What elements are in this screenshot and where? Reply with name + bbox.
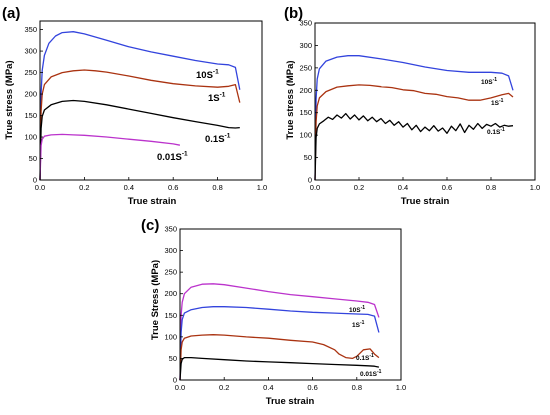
panel-letter: (a) — [2, 5, 20, 22]
plot-frame — [179, 228, 402, 381]
series-label-0_1s: 0.1S-1 — [356, 353, 374, 362]
series-line-0_1s — [314, 112, 514, 181]
panel-letter: (b) — [284, 5, 303, 22]
series-label-10s: 10S-1 — [196, 69, 219, 81]
x-axis-title: True strain — [128, 196, 177, 207]
y-tick-label: 100 — [299, 131, 312, 140]
series-line-10s — [39, 31, 241, 181]
series-line-1s — [179, 306, 380, 381]
y-axis-title: True stress (MPa) — [285, 60, 296, 139]
y-tick-label: 150 — [164, 311, 177, 320]
y-tick-label: 200 — [299, 86, 312, 95]
y-tick-label: 50 — [169, 354, 177, 363]
y-tick-label: 100 — [24, 133, 37, 142]
x-axis-title: True strain — [266, 396, 315, 407]
series-line-1s — [39, 69, 241, 181]
series-label-1s: 1S-1 — [352, 320, 365, 329]
y-tick-label: 0 — [33, 176, 37, 185]
y-tick-label: 150 — [299, 108, 312, 117]
x-tick-label: 0.2 — [79, 183, 89, 192]
x-tick-label: 0.4 — [263, 383, 273, 392]
series-label-0_1s: 0.1S-1 — [487, 127, 505, 136]
y-tick-label: 100 — [164, 332, 177, 341]
x-tick-label: 0.4 — [398, 183, 408, 192]
y-tick-label: 50 — [304, 153, 312, 162]
x-tick-label: 0.0 — [35, 183, 45, 192]
panel-letter: (c) — [141, 217, 159, 234]
y-tick-label: 350 — [24, 25, 37, 34]
series-label-0_01s: 0.01S-1 — [157, 151, 188, 163]
y-tick-label: 0 — [173, 376, 177, 385]
series-line-0_1s — [39, 99, 240, 181]
series-line-0_01s — [39, 133, 181, 181]
x-axis-title: True strain — [401, 196, 450, 207]
series-line-10s — [314, 55, 514, 181]
series-line-0_1s — [179, 334, 380, 381]
x-tick-label: 0.2 — [219, 383, 229, 392]
y-tick-label: 150 — [24, 111, 37, 120]
x-tick-label: 0.4 — [124, 183, 134, 192]
series-label-0_01s: 0.01S-1 — [360, 369, 382, 378]
x-tick-label: 1.0 — [396, 383, 406, 392]
x-tick-label: 0.8 — [352, 383, 362, 392]
y-axis-title: True Stress (MPa) — [150, 260, 161, 340]
plot-frame — [39, 20, 263, 181]
y-tick-label: 200 — [164, 289, 177, 298]
series-label-0_1s: 0.1S-1 — [205, 133, 231, 145]
y-tick-label: 300 — [164, 246, 177, 255]
series-line-1s — [314, 84, 514, 181]
x-tick-label: 0.6 — [442, 183, 452, 192]
plot-frame — [314, 22, 536, 181]
x-tick-label: 0.6 — [168, 183, 178, 192]
x-tick-label: 0.2 — [354, 183, 364, 192]
y-tick-label: 0 — [308, 176, 312, 185]
series-label-10s: 10S-1 — [349, 305, 365, 314]
x-tick-label: 1.0 — [257, 183, 267, 192]
series-line-0_01s — [179, 356, 380, 381]
panel-b: (b) 0 50 100 150 200 250 300 350 0.0 0.2 0.4 0.6 0.8 1… — [284, 5, 540, 207]
x-tick-label: 0.8 — [486, 183, 496, 192]
y-tick-label: 300 — [24, 47, 37, 56]
y-tick-label: 200 — [24, 90, 37, 99]
y-tick-label: 250 — [299, 63, 312, 72]
y-tick-label: 50 — [29, 154, 37, 163]
x-tick-label: 0.6 — [307, 383, 317, 392]
y-tick-label: 350 — [164, 225, 177, 234]
series-line-10s — [179, 283, 380, 381]
x-tick-label: 0.0 — [310, 183, 320, 192]
y-tick-label: 250 — [164, 268, 177, 277]
x-tick-label: 1.0 — [530, 183, 540, 192]
x-tick-label: 0.8 — [212, 183, 222, 192]
series-label-10s: 10S-1 — [481, 77, 497, 86]
series-label-1s: 1S-1 — [491, 98, 504, 107]
panel-c: (c) 0 50 100 150 200 250 300 350 0.0 0.2 0.4 0.6 0.8 1… — [141, 217, 406, 407]
y-axis-title: True stress (MPa) — [4, 60, 15, 139]
panel-a: (a) 0 50 100 150 200 250 300 350 0.0 0.2 0.4 0.6 0.8 1… — [2, 5, 267, 207]
y-tick-label: 350 — [299, 19, 312, 28]
series-label-1s: 1S-1 — [208, 92, 226, 104]
y-tick-label: 250 — [24, 68, 37, 77]
x-tick-label: 0.0 — [175, 383, 185, 392]
y-tick-label: 300 — [299, 41, 312, 50]
